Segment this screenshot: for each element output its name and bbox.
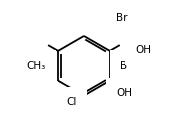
Text: Cl: Cl [66,97,77,107]
Text: Br: Br [116,13,127,23]
Text: OH: OH [136,45,152,55]
Text: OH: OH [116,88,132,98]
Text: CH₃: CH₃ [27,61,46,71]
Text: B: B [120,61,128,71]
